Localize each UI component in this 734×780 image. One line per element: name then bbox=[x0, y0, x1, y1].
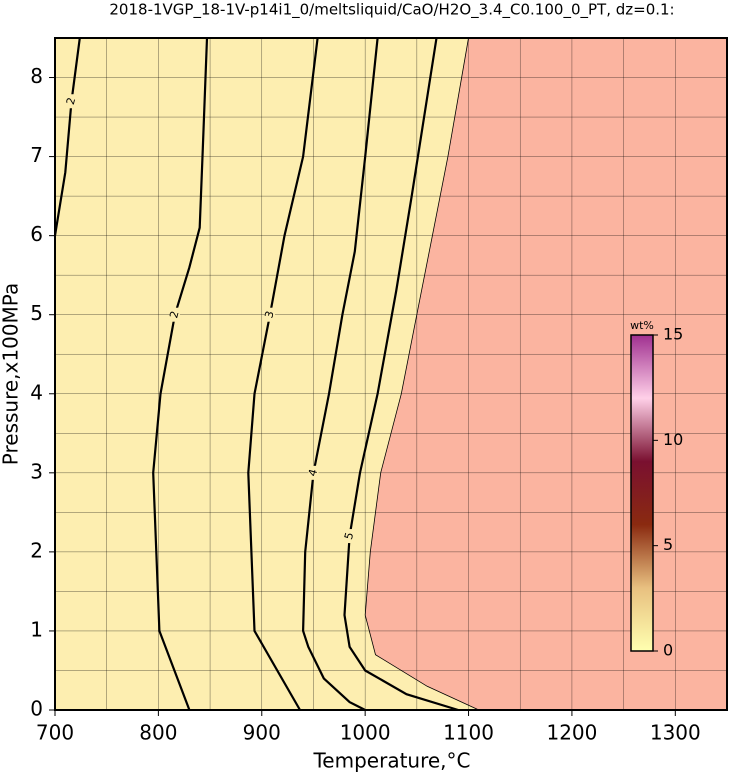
x-tick-label: 1200 bbox=[546, 721, 597, 745]
x-tick-label: 1300 bbox=[650, 721, 701, 745]
x-tick-label: 900 bbox=[243, 721, 281, 745]
colorbar-label: wt% bbox=[630, 319, 654, 332]
y-tick-label: 5 bbox=[30, 301, 43, 325]
colorbar-tick-label: 0 bbox=[663, 641, 673, 660]
colorbar-tick-label: 15 bbox=[663, 325, 683, 344]
contour-label: 2 bbox=[64, 96, 78, 106]
contour-label-bg bbox=[344, 529, 355, 544]
y-tick-label: 1 bbox=[30, 617, 43, 641]
contour-label: 5 bbox=[342, 531, 356, 541]
contour-line bbox=[247, 37, 319, 711]
contour-label-bg bbox=[169, 307, 180, 322]
contour-label: 4 bbox=[306, 468, 320, 478]
x-tick-label: 700 bbox=[36, 721, 74, 745]
contour-label-bg bbox=[308, 465, 319, 480]
y-axis-label: Pressure,x100MPa bbox=[0, 283, 23, 465]
y-tick-label: 8 bbox=[30, 64, 43, 88]
colorbar-tick-label: 5 bbox=[663, 535, 673, 554]
contour-label: 3 bbox=[262, 310, 276, 320]
plot-frame bbox=[54, 37, 728, 711]
low-region bbox=[55, 38, 479, 710]
y-tick-label: 2 bbox=[30, 538, 43, 562]
contour-label-bg bbox=[66, 94, 77, 109]
y-tick-label: 6 bbox=[30, 222, 43, 246]
contour-line bbox=[301, 37, 379, 711]
chart-title: 2018-1VGP_18-1V-p14i1_0/meltsliquid/CaO/… bbox=[109, 1, 674, 20]
x-tick-label: 1100 bbox=[443, 721, 494, 745]
colorbar bbox=[630, 334, 654, 652]
contour-label: 2 bbox=[167, 310, 181, 320]
contour-label-bg bbox=[265, 307, 276, 322]
colorbar-tick-label: 10 bbox=[663, 430, 683, 449]
x-tick-label: 1000 bbox=[340, 721, 391, 745]
y-tick-label: 4 bbox=[30, 380, 43, 404]
y-tick-label: 7 bbox=[30, 143, 43, 167]
x-tick-label: 800 bbox=[139, 721, 177, 745]
y-tick-label: 0 bbox=[30, 697, 43, 721]
y-tick-label: 3 bbox=[30, 459, 43, 483]
contour-line bbox=[53, 37, 81, 236]
x-axis-label: Temperature,°C bbox=[312, 749, 470, 773]
